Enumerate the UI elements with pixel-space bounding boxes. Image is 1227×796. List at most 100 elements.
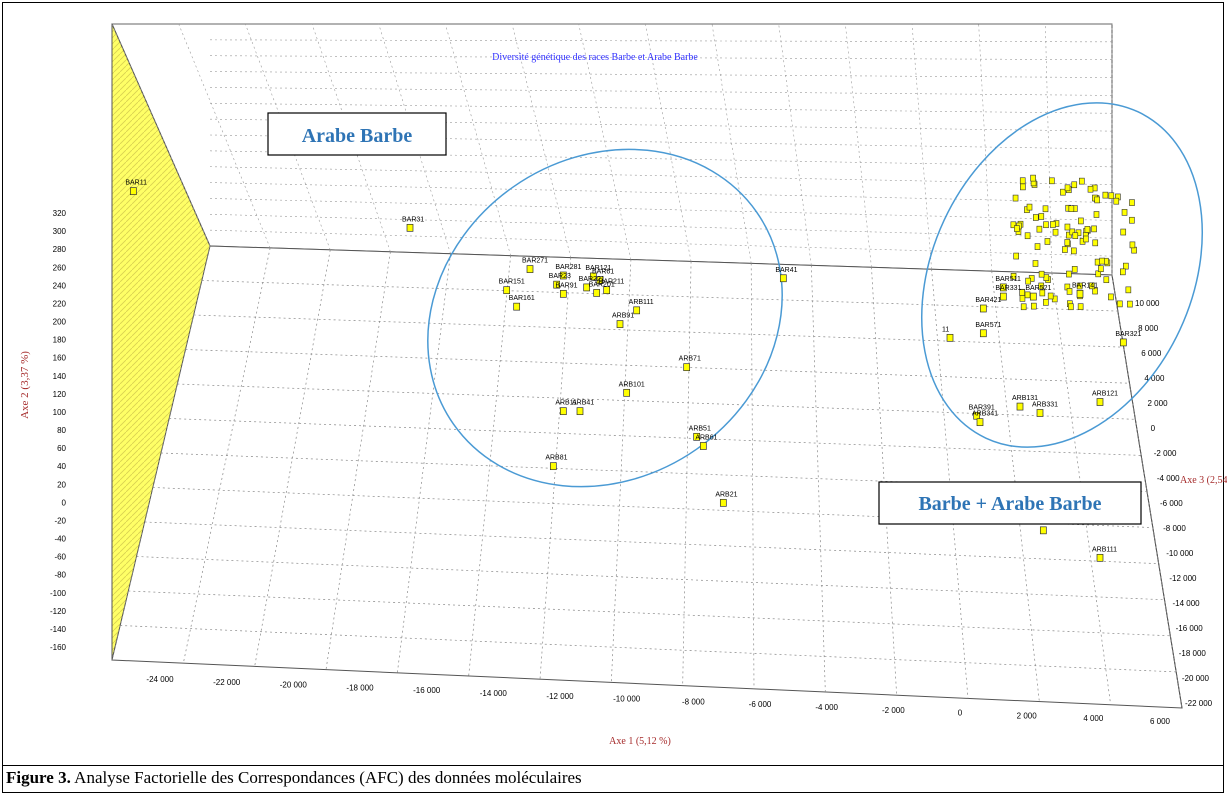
y-tick-label: 220: [53, 299, 67, 308]
point-label: BAR221: [579, 276, 605, 283]
cluster-point-marker: [1071, 266, 1078, 273]
cluster-point-marker: [1043, 299, 1049, 306]
cluster-point-marker: [1069, 228, 1076, 236]
cluster-point-marker: [1129, 199, 1135, 206]
cluster-point-marker: [1077, 303, 1084, 310]
point-marker: [406, 223, 414, 232]
wall-grid-line: [445, 23, 511, 256]
floor-grid-line: [193, 314, 1124, 348]
cluster-point-marker: [1121, 209, 1128, 216]
point-label: BAR151: [499, 279, 525, 286]
caption-label: Figure 3.: [6, 768, 71, 787]
point-label: 11: [942, 326, 949, 333]
dense-point-cluster: [1010, 174, 1137, 311]
grid-lines: [111, 23, 1183, 709]
cluster-point-marker: [1050, 221, 1056, 228]
z-tick-label: -6 000: [1160, 499, 1183, 508]
cluster-point-marker: [1036, 225, 1043, 233]
y-tick-label: 320: [53, 209, 67, 218]
y-tick-label: -100: [50, 589, 67, 598]
y-tick-label: 80: [57, 426, 66, 435]
cluster-point-marker: [1024, 291, 1031, 299]
cluster-point-marker: [1120, 268, 1126, 276]
cluster-point-marker: [1060, 188, 1066, 196]
cluster-point-marker: [1014, 225, 1020, 232]
point-label: ARB71: [679, 356, 701, 363]
y-tick-label: -80: [54, 571, 66, 580]
point-marker: [1096, 398, 1104, 406]
cluster-point-marker: [1038, 270, 1045, 278]
y-axis-label: Axe 2 (3,37 %): [19, 351, 31, 419]
wall-grid-line: [209, 213, 1113, 239]
point-marker: [693, 432, 701, 441]
cluster-point-marker: [1042, 205, 1049, 213]
cluster-point-marker: [1089, 282, 1095, 290]
point-label: BAR41: [775, 267, 797, 274]
annotation-box-barbe-arabe-barbe: Barbe + Arabe Barbe: [878, 481, 1142, 525]
y-tick-label: -160: [50, 643, 67, 652]
point-label: BAR421: [975, 297, 1001, 304]
point-label: BAR201: [589, 281, 615, 288]
cluster-point-marker: [1043, 274, 1050, 281]
floor-grid-line: [144, 521, 1159, 565]
cluster-point-marker: [1019, 289, 1025, 296]
wall-grid-line: [111, 23, 211, 247]
cluster-point-marker: [1116, 300, 1123, 308]
x-tick-label: -4 000: [815, 703, 838, 712]
z-tick-label: -4 000: [1157, 474, 1180, 483]
point-label: BAR61: [592, 269, 614, 276]
cluster-point-marker: [1093, 211, 1100, 218]
cluster-point-marker: [1019, 177, 1026, 185]
point-marker: [1029, 292, 1037, 301]
cluster-point-marker: [1044, 238, 1051, 245]
point-label: ARB41: [572, 400, 594, 407]
annotation-box-arabe-barbe: Arabe Barbe: [267, 112, 447, 156]
cluster-point-marker: [1071, 181, 1078, 189]
cluster-point-marker: [1013, 252, 1019, 260]
cluster-ellipse-barbe-arabe-barbe: [921, 102, 1203, 448]
cluster-point-marker: [1026, 203, 1033, 211]
x-tick-label: -8 000: [682, 697, 705, 706]
cluster-point-marker: [1064, 223, 1071, 231]
z-tick-label: -12 000: [1169, 574, 1197, 583]
point-marker: [999, 283, 1007, 292]
point-marker: [633, 306, 641, 315]
point-marker: [1036, 409, 1044, 417]
point-label: BAR321: [1115, 331, 1141, 338]
wall-grid-line: [209, 182, 1113, 203]
point-marker: [1039, 526, 1047, 535]
z-tick-label: 0: [1151, 424, 1156, 433]
wall-grid-line: [209, 55, 1113, 61]
wall-grid-line: [209, 166, 1113, 186]
wall-grid-line: [778, 23, 812, 266]
point-marker: [589, 272, 597, 281]
y-tick-label: 240: [53, 281, 67, 290]
cluster-point-marker: [1064, 184, 1071, 192]
point-label: ARB341: [972, 411, 998, 418]
floor-grid-line: [120, 625, 1177, 673]
point-marker: [559, 271, 567, 280]
point-label: BAR271: [522, 258, 548, 265]
point-marker: [623, 388, 631, 397]
cluster-point-marker: [1084, 226, 1091, 233]
z-tick-label: -16 000: [1176, 624, 1204, 633]
point-marker: [503, 286, 511, 295]
cluster-point-marker: [1064, 239, 1071, 246]
point-marker: [976, 418, 984, 427]
cluster-point-marker: [1020, 183, 1026, 191]
y-tick-label: -20: [54, 516, 66, 525]
point-marker: [683, 363, 691, 372]
point-label: ARB21: [715, 491, 737, 498]
point-label: ARB51: [689, 425, 711, 432]
x-tick-label: -6 000: [749, 700, 772, 709]
cluster-point-marker: [1071, 247, 1077, 255]
point-marker: [616, 320, 624, 328]
cluster-point-marker: [1127, 300, 1133, 308]
point-label: BAR211: [599, 279, 625, 286]
afc-3d-scatter-chart: -24 000 -22 000 -20 000 -18 000 -16 000 -14 0…: [19, 23, 1227, 747]
point-label: BAR161: [509, 295, 535, 302]
cluster-point-marker: [1102, 191, 1109, 199]
cluster-point-marker: [1010, 273, 1017, 280]
point-marker: [603, 286, 611, 295]
wall-grid-line: [578, 23, 632, 260]
